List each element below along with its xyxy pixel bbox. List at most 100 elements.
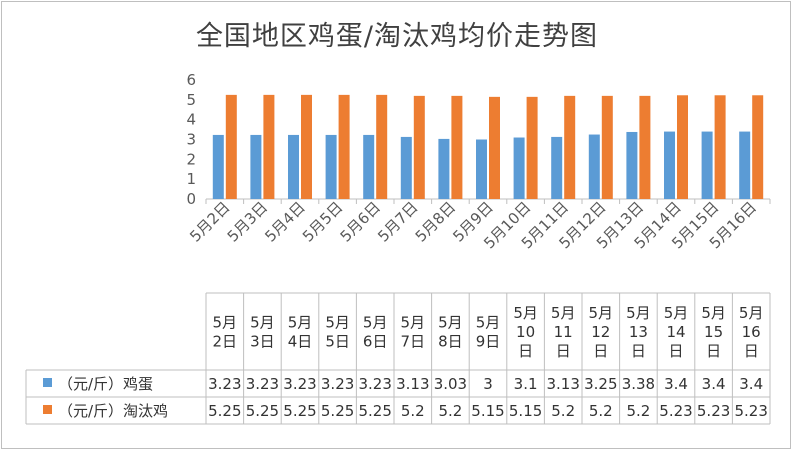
table-header-label: 5月	[739, 304, 764, 322]
table-header-label: 5月	[401, 314, 426, 332]
y-tick-label: 6	[186, 71, 196, 89]
table-value: 5.23	[734, 402, 767, 420]
table-header-label: 5月	[250, 314, 275, 332]
table-header-label: 5月	[513, 304, 538, 322]
table-value: 3.4	[739, 375, 763, 393]
bar-culled-hen	[339, 95, 350, 199]
table-header-label: 9日	[476, 333, 501, 351]
table-header-label: 日	[744, 342, 759, 360]
table-header-label: 10	[516, 323, 535, 341]
bar-egg	[250, 135, 261, 199]
table-header-label: 15	[704, 323, 723, 341]
y-tick-label: 5	[186, 91, 196, 109]
table-value: 5.2	[551, 402, 575, 420]
table-value: 5.2	[589, 402, 613, 420]
table-value: 3.03	[434, 375, 467, 393]
table-header-label: 16	[742, 323, 761, 341]
table-header-label: 2日	[213, 333, 238, 351]
table-header-label: 8日	[438, 333, 463, 351]
bar-egg	[326, 135, 337, 199]
bar-culled-hen	[414, 96, 425, 199]
table-header-label: 日	[706, 342, 721, 360]
table-header-label: 14	[666, 323, 685, 341]
table-header-label: 5月	[438, 314, 463, 332]
table-value: 3.23	[321, 375, 354, 393]
bar-culled-hen	[752, 95, 763, 199]
x-category-label: 5月8日	[412, 198, 459, 245]
table-header-label: 5月	[213, 314, 238, 332]
table-value: 3	[483, 375, 493, 393]
legend-key-egg	[43, 378, 52, 387]
table-value: 5.23	[697, 402, 730, 420]
table-header-label: 5月	[589, 304, 614, 322]
table-value: 5.25	[321, 402, 354, 420]
bar-culled-hen	[527, 97, 538, 199]
table-header-label: 5月	[325, 314, 350, 332]
table-value: 5.2	[401, 402, 425, 420]
table-value: 5.15	[471, 402, 504, 420]
table-header-label: 4日	[288, 333, 313, 351]
table-value: 3.25	[584, 375, 617, 393]
table-value: 3.23	[208, 375, 241, 393]
legend-label: （元/斤）鸡蛋	[58, 375, 153, 393]
bar-egg	[739, 132, 750, 199]
table-header-label: 日	[631, 342, 646, 360]
bar-egg	[288, 135, 299, 199]
table-value: 3.38	[622, 375, 655, 393]
legend-key-culled-hen	[43, 405, 52, 414]
bar-egg	[363, 135, 374, 199]
bar-egg	[514, 138, 525, 199]
table-header-label: 3日	[250, 333, 275, 351]
bar-egg	[589, 135, 600, 199]
y-tick-label: 2	[186, 150, 196, 168]
table-value: 5.25	[246, 402, 279, 420]
x-category-label: 5月3日	[224, 198, 271, 245]
table-header-label: 11	[554, 323, 573, 341]
bar-culled-hen	[301, 95, 312, 199]
table-header-label: 日	[668, 342, 683, 360]
y-tick-label: 1	[186, 170, 196, 188]
bar-culled-hen	[376, 95, 387, 199]
table-value: 5.25	[358, 402, 391, 420]
table-value: 3.23	[283, 375, 316, 393]
table-header-label: 5月	[664, 304, 689, 322]
bar-culled-hen	[489, 97, 500, 199]
table-value: 5.15	[509, 402, 542, 420]
table-value: 5.25	[283, 402, 316, 420]
table-header-label: 日	[556, 342, 571, 360]
bar-egg	[476, 140, 487, 200]
bar-culled-hen	[677, 95, 688, 199]
table-value: 3.23	[246, 375, 279, 393]
table-header-label: 6日	[363, 333, 388, 351]
table-value: 3.13	[396, 375, 429, 393]
table-header-label: 5日	[325, 333, 350, 351]
table-header-label: 5月	[288, 314, 313, 332]
table-value: 5.25	[208, 402, 241, 420]
bar-egg	[401, 137, 412, 199]
table-header-label: 5月	[551, 304, 576, 322]
bar-egg	[551, 137, 562, 199]
bar-culled-hen	[564, 96, 575, 199]
table-header-label: 13	[629, 323, 648, 341]
table-value: 5.23	[659, 402, 692, 420]
table-value: 3.4	[664, 375, 688, 393]
bar-culled-hen	[715, 95, 726, 199]
table-header-label: 5月	[476, 314, 501, 332]
bar-egg	[438, 139, 449, 199]
table-header-label: 日	[518, 342, 533, 360]
table-value: 3.1	[514, 375, 538, 393]
table-value: 5.2	[626, 402, 650, 420]
x-category-label: 5月6日	[337, 198, 384, 245]
x-category-label: 5月7日	[374, 198, 421, 245]
bar-culled-hen	[226, 95, 237, 199]
bar-culled-hen	[263, 95, 274, 199]
table-value: 5.2	[438, 402, 462, 420]
bar-culled-hen	[602, 96, 613, 199]
table-header-label: 7日	[401, 333, 426, 351]
legend-label: （元/斤）淘汰鸡	[58, 402, 168, 420]
y-tick-label: 3	[186, 131, 196, 149]
bar-egg	[626, 132, 637, 199]
x-category-label: 5月4日	[261, 198, 308, 245]
y-tick-label: 0	[186, 190, 196, 208]
